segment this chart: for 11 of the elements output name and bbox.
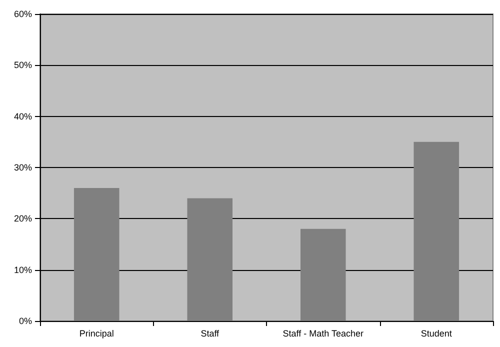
x-tick-label: Staff - Math Teacher [282, 328, 364, 338]
y-tick-label: 10% [14, 264, 32, 275]
y-tick-label: 60% [14, 9, 32, 19]
y-tick-label: 0% [18, 316, 32, 326]
x-tick-label: Student [420, 328, 452, 338]
x-tick-label: Staff [200, 328, 220, 338]
y-tick-label: 40% [14, 111, 32, 122]
y-tick-label: 30% [14, 162, 32, 172]
y-tick-label: 20% [14, 214, 32, 224]
x-tick-label: Principal [79, 328, 114, 338]
y-tick-label: 50% [14, 60, 32, 70]
